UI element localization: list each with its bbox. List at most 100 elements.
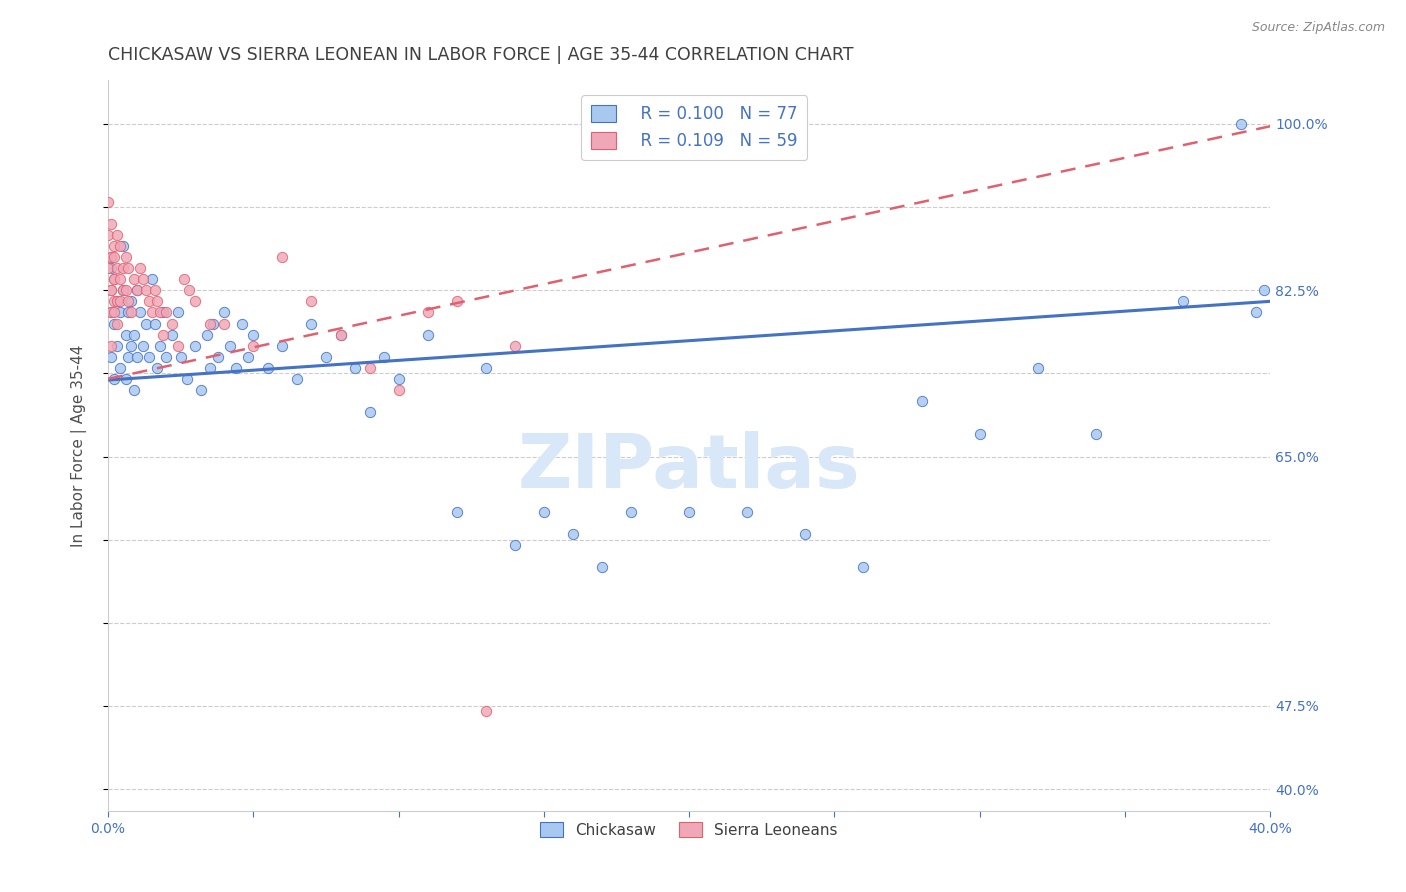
Point bbox=[146, 294, 169, 309]
Point bbox=[166, 339, 188, 353]
Point bbox=[100, 283, 122, 297]
Point bbox=[117, 294, 139, 309]
Point bbox=[271, 339, 294, 353]
Text: CHICKASAW VS SIERRA LEONEAN IN LABOR FORCE | AGE 35-44 CORRELATION CHART: CHICKASAW VS SIERRA LEONEAN IN LABOR FOR… bbox=[108, 46, 853, 64]
Point bbox=[242, 339, 264, 353]
Point bbox=[105, 294, 128, 309]
Point bbox=[111, 283, 134, 297]
Point bbox=[359, 405, 381, 419]
Point bbox=[114, 250, 136, 264]
Point bbox=[344, 360, 367, 375]
Point bbox=[149, 305, 172, 319]
Point bbox=[105, 261, 128, 276]
Point bbox=[100, 217, 122, 231]
Point bbox=[301, 294, 323, 309]
Point bbox=[170, 350, 193, 364]
Point bbox=[103, 272, 125, 286]
Point bbox=[184, 294, 207, 309]
Point bbox=[591, 560, 613, 574]
Point bbox=[1084, 427, 1107, 442]
Point bbox=[105, 339, 128, 353]
Point bbox=[155, 305, 177, 319]
Point bbox=[117, 350, 139, 364]
Point bbox=[108, 305, 131, 319]
Point bbox=[359, 360, 381, 375]
Point bbox=[195, 327, 218, 342]
Point bbox=[111, 261, 134, 276]
Legend: Chickasaw, Sierra Leoneans: Chickasaw, Sierra Leoneans bbox=[534, 815, 844, 844]
Point bbox=[111, 239, 134, 253]
Point bbox=[416, 327, 439, 342]
Point bbox=[114, 327, 136, 342]
Point bbox=[271, 250, 294, 264]
Point bbox=[114, 283, 136, 297]
Point bbox=[132, 339, 155, 353]
Point bbox=[152, 327, 174, 342]
Point bbox=[103, 294, 125, 309]
Point bbox=[301, 317, 323, 331]
Point bbox=[108, 239, 131, 253]
Point bbox=[329, 327, 352, 342]
Point bbox=[207, 350, 229, 364]
Point bbox=[214, 317, 236, 331]
Point bbox=[103, 250, 125, 264]
Point bbox=[100, 261, 122, 276]
Point bbox=[1230, 117, 1253, 131]
Point bbox=[155, 350, 177, 364]
Point bbox=[852, 560, 875, 574]
Point bbox=[100, 350, 122, 364]
Point bbox=[103, 372, 125, 386]
Point bbox=[100, 250, 122, 264]
Point bbox=[143, 317, 166, 331]
Point bbox=[446, 505, 468, 519]
Point bbox=[219, 339, 242, 353]
Point bbox=[103, 272, 125, 286]
Point bbox=[533, 505, 555, 519]
Point bbox=[1026, 360, 1049, 375]
Point bbox=[198, 317, 221, 331]
Point bbox=[143, 283, 166, 297]
Point bbox=[122, 272, 145, 286]
Point bbox=[100, 339, 122, 353]
Point bbox=[225, 360, 247, 375]
Point bbox=[315, 350, 337, 364]
Point bbox=[373, 350, 395, 364]
Point bbox=[184, 339, 207, 353]
Point bbox=[1171, 294, 1194, 309]
Point bbox=[198, 360, 221, 375]
Point bbox=[108, 360, 131, 375]
Point bbox=[503, 339, 526, 353]
Point bbox=[446, 294, 468, 309]
Point bbox=[117, 261, 139, 276]
Point bbox=[138, 294, 160, 309]
Point bbox=[735, 505, 758, 519]
Point bbox=[179, 283, 201, 297]
Point bbox=[160, 317, 183, 331]
Point bbox=[120, 294, 142, 309]
Point bbox=[111, 283, 134, 297]
Point bbox=[97, 261, 120, 276]
Point bbox=[561, 527, 583, 541]
Point bbox=[329, 327, 352, 342]
Point bbox=[416, 305, 439, 319]
Point bbox=[105, 227, 128, 242]
Point bbox=[176, 372, 198, 386]
Point bbox=[214, 305, 236, 319]
Point bbox=[135, 317, 157, 331]
Point bbox=[257, 360, 280, 375]
Point bbox=[242, 327, 264, 342]
Point bbox=[166, 305, 188, 319]
Point bbox=[173, 272, 195, 286]
Point bbox=[122, 383, 145, 397]
Point bbox=[231, 317, 253, 331]
Text: Source: ZipAtlas.com: Source: ZipAtlas.com bbox=[1251, 21, 1385, 34]
Point bbox=[103, 239, 125, 253]
Point bbox=[108, 294, 131, 309]
Point bbox=[122, 327, 145, 342]
Point bbox=[129, 305, 152, 319]
Point bbox=[149, 339, 172, 353]
Point bbox=[120, 305, 142, 319]
Point bbox=[103, 317, 125, 331]
Text: ZIPatlas: ZIPatlas bbox=[517, 431, 860, 504]
Point bbox=[285, 372, 308, 386]
